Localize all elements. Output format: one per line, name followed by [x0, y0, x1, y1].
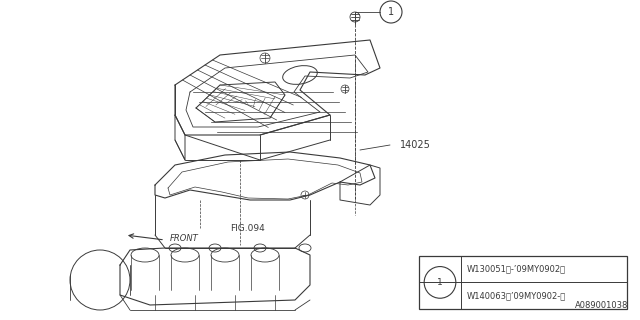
Text: A089001038: A089001038 — [575, 301, 628, 310]
Text: W140063（’09MY0902-）: W140063（’09MY0902-） — [467, 291, 566, 300]
Bar — [419, 256, 627, 309]
Text: FIG.094: FIG.094 — [230, 223, 265, 233]
Text: 1: 1 — [388, 7, 394, 17]
Text: 14025: 14025 — [400, 140, 431, 150]
Text: FRONT: FRONT — [170, 234, 199, 243]
Text: 1: 1 — [437, 278, 443, 287]
Text: W130051（-’09MY0902）: W130051（-’09MY0902） — [467, 265, 566, 274]
